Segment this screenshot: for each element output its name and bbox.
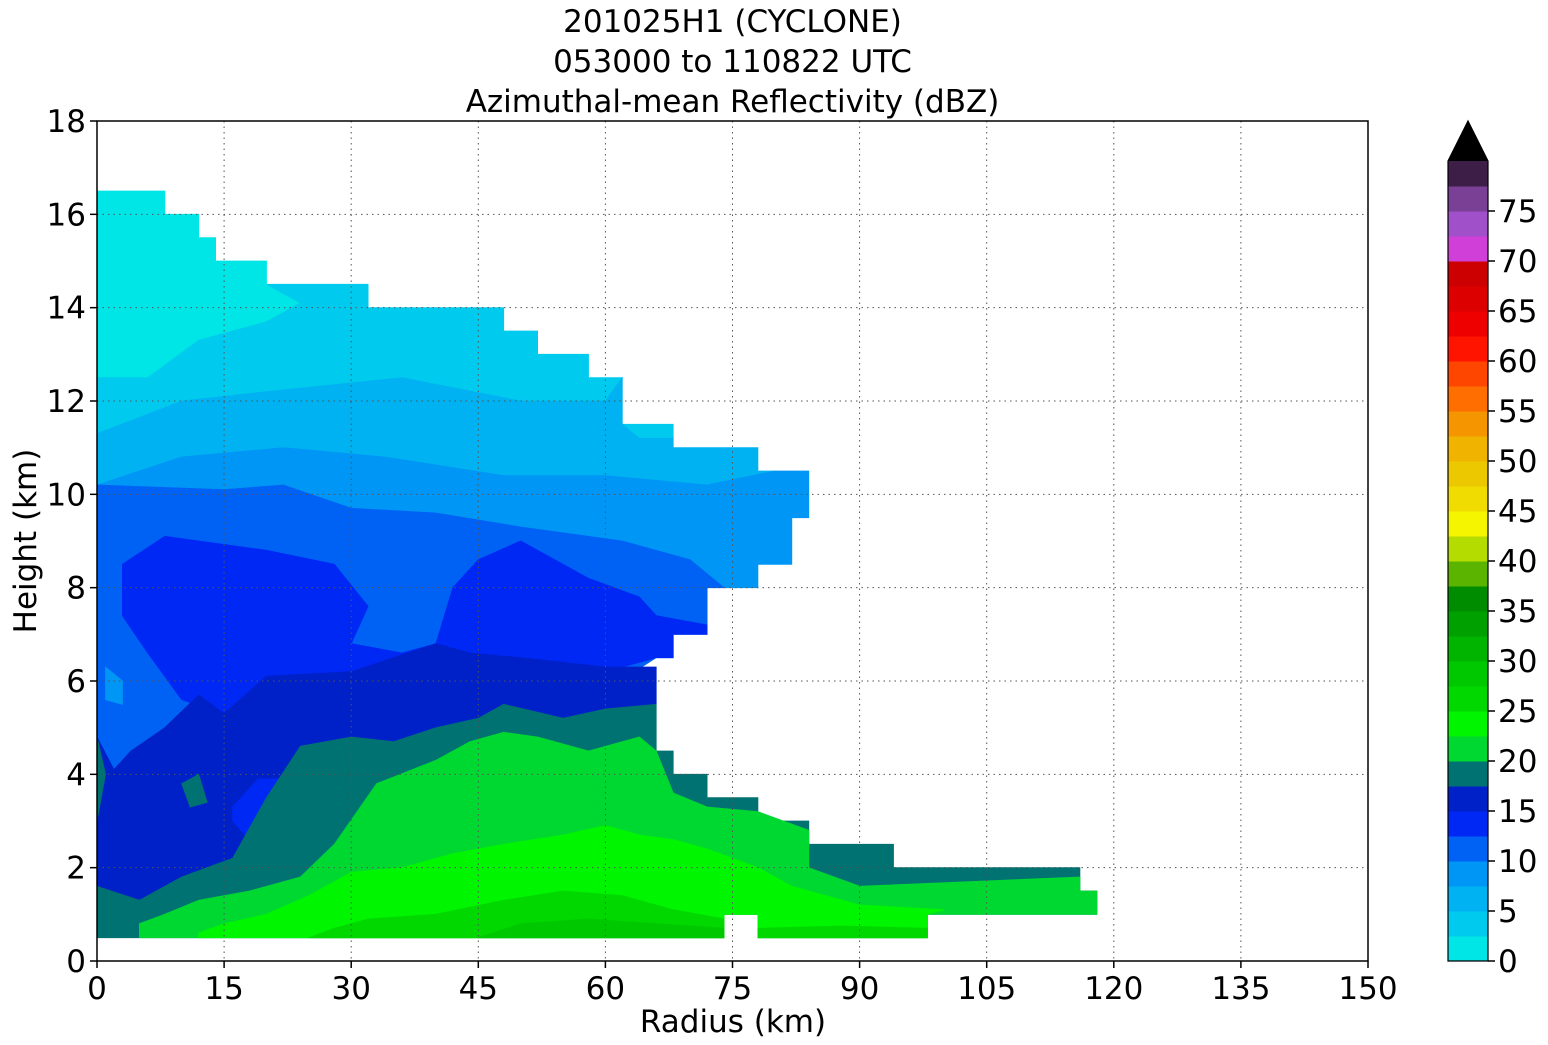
chart-title-line-2: 053000 to 110822 UTC	[553, 44, 912, 80]
colorbar-swatch	[1448, 711, 1488, 737]
contour-region-17.5-20dbz	[181, 773, 208, 808]
x-tick-label: 15	[204, 971, 243, 1007]
colorbar-swatch	[1448, 611, 1488, 637]
colorbar-swatch	[1448, 411, 1488, 437]
colorbar-swatch	[1448, 561, 1488, 587]
chart-title-line-1: 201025H1 (CYCLONE)	[563, 4, 902, 40]
x-tick-label: 60	[586, 971, 625, 1007]
colorbar-swatch	[1448, 336, 1488, 362]
colorbar-tick-label: 10	[1498, 844, 1537, 880]
colorbar-swatch	[1448, 536, 1488, 562]
y-tick-label: 6	[66, 664, 86, 700]
x-tick-label: 135	[1211, 971, 1270, 1007]
colorbar-swatch	[1448, 286, 1488, 312]
y-tick-label: 2	[66, 851, 86, 887]
colorbar-swatch	[1448, 511, 1488, 537]
y-tick-label: 8	[66, 571, 86, 607]
colorbar-tick-label: 40	[1498, 544, 1537, 580]
y-axis: 0 2 4 6 8 10 12 14 16 18	[47, 104, 97, 980]
colorbar-swatch	[1448, 911, 1488, 937]
colorbar-tick-label: 50	[1498, 444, 1537, 480]
y-tick-label: 4	[66, 757, 86, 793]
y-axis-label: Height (km)	[8, 449, 44, 634]
colorbar-tick-label: 70	[1498, 244, 1537, 280]
colorbar-tick-label: 30	[1498, 644, 1537, 680]
colorbar-tick-label: 25	[1498, 694, 1537, 730]
contour-region-7.5-10dbz	[105, 666, 123, 705]
colorbar-swatch	[1448, 236, 1488, 262]
x-tick-label: 30	[331, 971, 370, 1007]
colorbar-tick-label: 0	[1498, 944, 1518, 980]
chart-title-line-3: Azimuthal-mean Reflectivity (dBZ)	[465, 84, 1000, 120]
colorbar-tick-label: 65	[1498, 294, 1537, 330]
colorbar: 0 5 10 15 20 25 30 35 40 45 50 55 60 65 70 75	[1447, 119, 1537, 980]
colorbar-swatch	[1448, 736, 1488, 762]
colorbar-swatch	[1448, 686, 1488, 712]
x-tick-label: 90	[840, 971, 879, 1007]
grid-lines	[97, 121, 1368, 961]
contour-region-15-17.5dbz	[97, 839, 123, 869]
contour-region-17.5-20dbz	[97, 736, 106, 822]
colorbar-swatch	[1448, 936, 1488, 962]
contour-region-27.5-30dbz	[478, 918, 725, 939]
x-tick-label: 105	[957, 971, 1016, 1007]
colorbar-swatch	[1448, 836, 1488, 862]
colorbar-swatch	[1448, 761, 1488, 787]
colorbar-frame	[1447, 119, 1489, 962]
colorbar-tick-label: 20	[1498, 744, 1537, 780]
colorbar-tick-label: 45	[1498, 494, 1537, 530]
colorbar-swatch	[1448, 436, 1488, 462]
x-axis-label: Radius (km)	[640, 1004, 826, 1040]
y-tick-label: 18	[47, 104, 86, 140]
colorbar-swatch	[1448, 311, 1488, 337]
colorbar-swatch	[1448, 386, 1488, 412]
y-tick-label: 10	[47, 477, 86, 513]
colorbar-swatch	[1448, 786, 1488, 812]
colorbar-swatch	[1448, 361, 1488, 387]
colorbar-swatch	[1448, 636, 1488, 662]
colorbar-swatch	[1448, 861, 1488, 887]
colorbar-tick-label: 60	[1498, 344, 1537, 380]
x-tick-label: 0	[87, 971, 107, 1007]
colorbar-tick-label: 5	[1498, 894, 1518, 930]
x-tick-label: 120	[1084, 971, 1143, 1007]
colorbar-swatch	[1448, 161, 1488, 187]
y-tick-label: 0	[66, 944, 86, 980]
colorbar-tick-label: 15	[1498, 794, 1537, 830]
y-tick-label: 16	[47, 197, 86, 233]
colorbar-tick-label: 55	[1498, 394, 1537, 430]
x-tick-label: 150	[1338, 971, 1397, 1007]
colorbar-swatch	[1448, 486, 1488, 512]
colorbar-tick-label: 75	[1498, 194, 1537, 230]
colorbar-extend-arrow	[1448, 121, 1488, 161]
colorbar-tick-label: 35	[1498, 594, 1537, 630]
colorbar-swatch	[1448, 811, 1488, 837]
contour-region-25-27.5dbz	[757, 925, 928, 939]
colorbar-swatch	[1448, 461, 1488, 487]
colorbar-swatch	[1448, 586, 1488, 612]
colorbar-swatch	[1448, 261, 1488, 287]
x-tick-label: 75	[713, 971, 752, 1007]
x-axis: 0 15 30 45 60 75 90 105 120 135 150	[87, 961, 1398, 1007]
colorbar-swatch	[1448, 886, 1488, 912]
y-tick-label: 12	[47, 384, 86, 420]
colorbar-swatch	[1448, 661, 1488, 687]
x-tick-label: 45	[459, 971, 498, 1007]
y-tick-label: 14	[47, 291, 86, 327]
colorbar-swatch	[1448, 211, 1488, 237]
contour-fill-layer	[97, 190, 1098, 939]
colorbar-swatch	[1448, 186, 1488, 212]
